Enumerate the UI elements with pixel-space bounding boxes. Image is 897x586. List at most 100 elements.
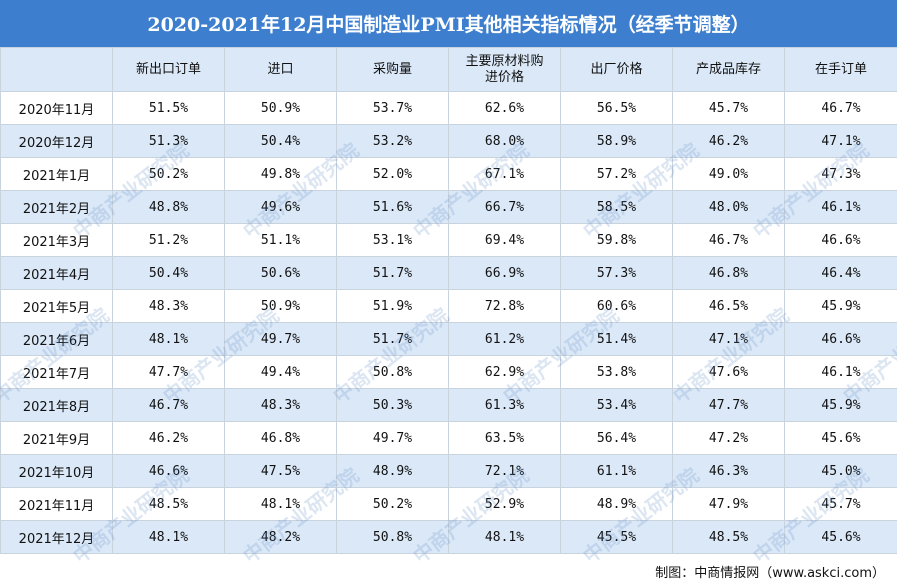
table-row: 2021年11月 48.5% 48.1% 50.2% 52.9% 48.9% 47.9% 45… (0, 487, 897, 521)
table-cell: 46.8% (672, 256, 785, 290)
table-cell: 45.6% (784, 421, 897, 455)
table-row: 2020年12月 51.3% 50.4% 53.2% 68.0% 58.9% 46.2% 47… (0, 124, 897, 158)
table-cell: 46.3% (672, 454, 785, 488)
row-label: 2021年10月 (0, 454, 113, 488)
table-cell: 48.1% (112, 322, 225, 356)
table-cell: 49.0% (672, 157, 785, 191)
table-row: 2021年3月 51.2% 51.1% 53.1% 69.4% 59.8% 46.7% 46.… (0, 223, 897, 257)
table-cell: 47.1% (784, 124, 897, 158)
table-cell: 47.7% (672, 388, 785, 422)
table-cell: 46.2% (112, 421, 225, 455)
column-header: 采购量 (336, 47, 449, 92)
table-cell: 45.0% (784, 454, 897, 488)
table-cell: 48.5% (112, 487, 225, 521)
table-row: 2021年8月 46.7% 48.3% 50.3% 61.3% 53.4% 47.7% 45.… (0, 388, 897, 422)
table-cell: 46.1% (784, 190, 897, 224)
header-row: 新出口订单 进口 采购量 主要原材料购进价格 出厂价格 产成品库存 在手订单 (0, 47, 897, 92)
table-cell: 51.7% (336, 256, 449, 290)
table-cell: 46.7% (784, 91, 897, 125)
table-row: 2021年10月 46.6% 47.5% 48.9% 72.1% 61.1% 46.3% 45… (0, 454, 897, 488)
table-cell: 50.9% (224, 289, 337, 323)
table-row: 2021年6月 48.1% 49.7% 51.7% 61.2% 51.4% 47.1% 46.… (0, 322, 897, 356)
table-title: 2020-2021年12月中国制造业PMI其他相关指标情况（经季节调整） (0, 0, 897, 47)
table-cell: 49.4% (224, 355, 337, 389)
source-credit: 制图：中商情报网（www.askci.com） (655, 566, 885, 581)
table-cell: 59.8% (560, 223, 673, 257)
row-label: 2021年6月 (0, 322, 113, 356)
column-header: 新出口订单 (112, 47, 225, 92)
row-label: 2021年4月 (0, 256, 113, 290)
table-cell: 51.3% (112, 124, 225, 158)
table-cell: 58.9% (560, 124, 673, 158)
row-label: 2021年9月 (0, 421, 113, 455)
table-cell: 53.1% (336, 223, 449, 257)
table-cell: 51.2% (112, 223, 225, 257)
table-cell: 72.1% (448, 454, 561, 488)
table-row: 2021年2月 48.8% 49.6% 51.6% 66.7% 58.5% 48.0% 46.… (0, 190, 897, 224)
table-cell: 50.9% (224, 91, 337, 125)
table-row: 2021年5月 48.3% 50.9% 51.9% 72.8% 60.6% 46.5% 45.… (0, 289, 897, 323)
table-cell: 46.4% (784, 256, 897, 290)
table-row: 2021年7月 47.7% 49.4% 50.8% 62.9% 53.8% 47.6% 46.… (0, 355, 897, 389)
table-cell: 57.3% (560, 256, 673, 290)
table-cell: 60.6% (560, 289, 673, 323)
table-cell: 48.1% (448, 520, 561, 554)
table-cell: 51.1% (224, 223, 337, 257)
table-cell: 50.4% (112, 256, 225, 290)
table-cell: 48.1% (112, 520, 225, 554)
column-header: 主要原材料购进价格 (448, 47, 561, 92)
table-cell: 53.8% (560, 355, 673, 389)
column-header: 在手订单 (784, 47, 897, 92)
row-label: 2020年11月 (0, 91, 113, 125)
table-cell: 56.4% (560, 421, 673, 455)
column-header: 产成品库存 (672, 47, 785, 92)
table-cell: 49.7% (224, 322, 337, 356)
table-cell: 61.2% (448, 322, 561, 356)
table-cell: 46.8% (224, 421, 337, 455)
table-cell: 72.8% (448, 289, 561, 323)
table-row: 2021年9月 46.2% 46.8% 49.7% 63.5% 56.4% 47.2% 45.… (0, 421, 897, 455)
row-label: 2021年5月 (0, 289, 113, 323)
table-cell: 52.9% (448, 487, 561, 521)
table-cell: 48.8% (112, 190, 225, 224)
table-cell: 49.8% (224, 157, 337, 191)
table-cell: 45.5% (560, 520, 673, 554)
table-cell: 45.7% (784, 487, 897, 521)
row-label: 2021年2月 (0, 190, 113, 224)
table-cell: 49.6% (224, 190, 337, 224)
table-cell: 50.2% (112, 157, 225, 191)
table-cell: 56.5% (560, 91, 673, 125)
table-cell: 62.9% (448, 355, 561, 389)
table-cell: 50.4% (224, 124, 337, 158)
table-cell: 48.1% (224, 487, 337, 521)
table-cell: 46.1% (784, 355, 897, 389)
table-cell: 51.7% (336, 322, 449, 356)
table-cell: 48.9% (336, 454, 449, 488)
table-cell: 48.9% (560, 487, 673, 521)
row-label: 2021年3月 (0, 223, 113, 257)
table-cell: 47.2% (672, 421, 785, 455)
column-header: 出厂价格 (560, 47, 673, 92)
table-cell: 50.8% (336, 355, 449, 389)
table-cell: 51.9% (336, 289, 449, 323)
table-cell: 46.5% (672, 289, 785, 323)
table-cell: 47.5% (224, 454, 337, 488)
pmi-table: 新出口订单 进口 采购量 主要原材料购进价格 出厂价格 产成品库存 在手订单 2… (0, 47, 897, 554)
row-label: 2021年1月 (0, 157, 113, 191)
table-cell: 46.6% (784, 322, 897, 356)
table-cell: 68.0% (448, 124, 561, 158)
table-cell: 47.7% (112, 355, 225, 389)
table-cell: 46.6% (112, 454, 225, 488)
table-cell: 50.2% (336, 487, 449, 521)
table-cell: 45.9% (784, 388, 897, 422)
table-cell: 53.7% (336, 91, 449, 125)
table-cell: 58.5% (560, 190, 673, 224)
table-cell: 47.9% (672, 487, 785, 521)
table-row: 2021年1月 50.2% 49.8% 52.0% 67.1% 57.2% 49.0% 47.… (0, 157, 897, 191)
table-cell: 53.2% (336, 124, 449, 158)
table-cell: 48.5% (672, 520, 785, 554)
table-cell: 51.5% (112, 91, 225, 125)
column-header (0, 47, 113, 92)
table-cell: 49.7% (336, 421, 449, 455)
table-cell: 50.8% (336, 520, 449, 554)
